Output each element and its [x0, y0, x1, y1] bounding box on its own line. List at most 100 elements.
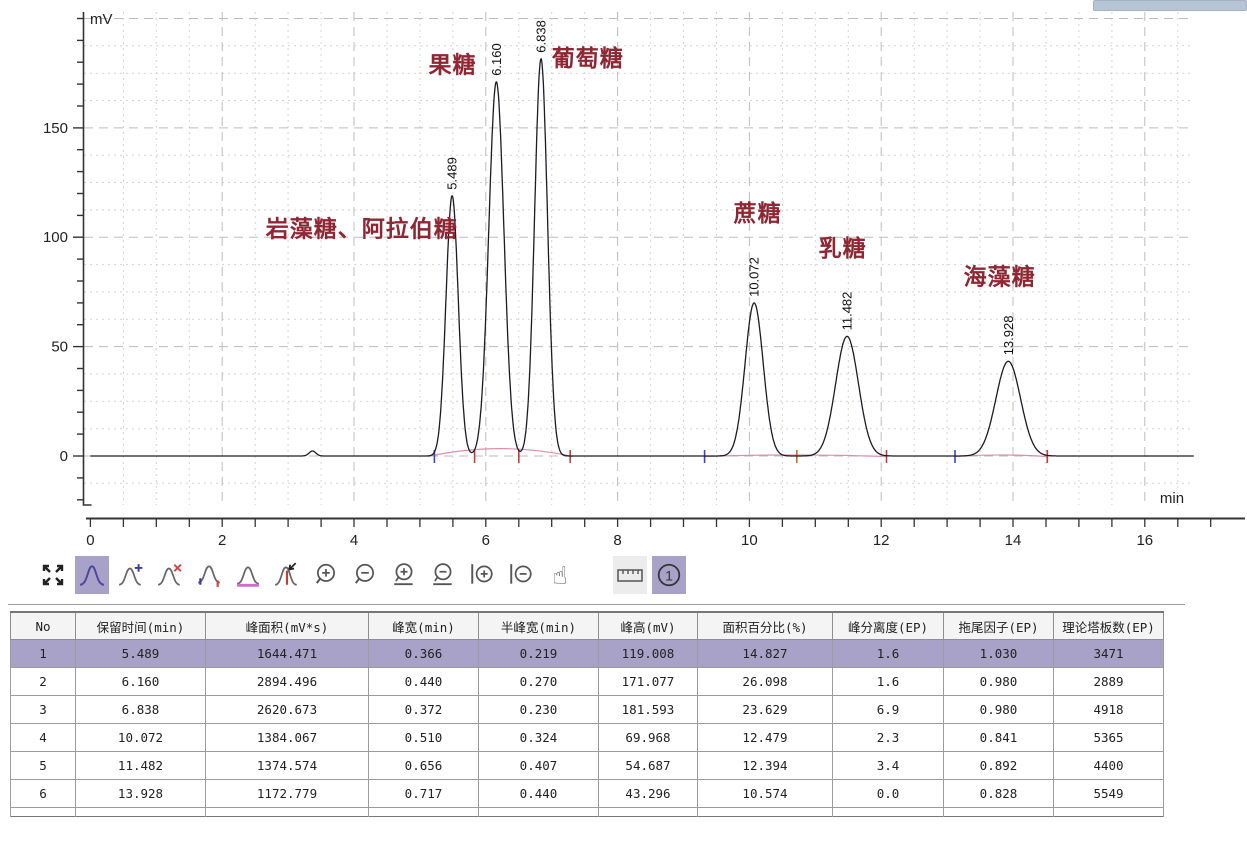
channel-number: 1 [665, 567, 673, 583]
chromatogram-trace [90, 58, 1194, 457]
pan-hand-button[interactable]: ☝ [543, 556, 577, 594]
x-tick-label: 8 [613, 532, 621, 549]
column-header[interactable]: 峰面积(mV*s) [205, 611, 369, 640]
retention-time-label: 6.160 [489, 43, 504, 76]
y-tick-label: 100 [43, 229, 68, 246]
table-cell: 6.838 [75, 695, 206, 724]
peak-table: No 保留时间(min) 峰面积(mV*s) 峰宽(min) 半峰宽(min) 峰高(mV… [10, 611, 1164, 817]
table-cell [943, 807, 1054, 817]
peak-annotation: 蔗糖 [733, 200, 782, 226]
column-header[interactable]: No [10, 611, 76, 640]
table-cell: 0.717 [368, 779, 479, 808]
table-row[interactable]: 6 13.928 1172.779 0.717 0.440 43.296 10.574 0.0… [10, 779, 1164, 808]
x-tick-label: 6 [482, 532, 490, 549]
table-cell: 0.828 [943, 779, 1054, 808]
table-cell: 1 [10, 639, 76, 668]
table-cell: 1374.574 [205, 751, 369, 780]
x-tick-label: 14 [1005, 532, 1022, 549]
chart-toolbar: ☝ 1 [36, 556, 686, 594]
table-cell: 3 [10, 695, 76, 724]
x-tick-label: 10 [741, 532, 758, 549]
column-header[interactable]: 面积百分比(%) [697, 611, 833, 640]
table-row[interactable]: 3 6.838 2620.673 0.372 0.230 181.593 23.629 6.9… [10, 695, 1164, 724]
peak-annotation: 海藻糖 [964, 264, 1036, 290]
table-cell: 23.629 [697, 695, 833, 724]
split-peak-button[interactable] [270, 556, 304, 594]
table-cell: 1.6 [832, 639, 944, 668]
table-cell: 171.077 [598, 667, 698, 696]
hand-icon: ☝ [552, 560, 568, 590]
table-cell: 2 [10, 667, 76, 696]
ruler-icon [617, 569, 643, 582]
table-cell [832, 807, 944, 817]
table-cell: 6.9 [832, 695, 944, 724]
baseline-icon [236, 566, 260, 587]
split-peak-icon [274, 562, 298, 586]
column-header[interactable]: 半峰宽(min) [478, 611, 599, 640]
table-cell [75, 807, 206, 817]
table-cell: 1.030 [943, 639, 1054, 668]
zoom-out-vertical-icon [433, 563, 452, 586]
peak-annotation: 果糖 [429, 51, 477, 77]
delete-peak-button[interactable] [153, 556, 187, 594]
zoom-in-vertical-button[interactable] [387, 556, 421, 594]
baseline-button[interactable] [231, 556, 265, 594]
table-cell: 3.4 [832, 751, 944, 780]
peak-annotation: 葡萄糖 [551, 45, 624, 71]
x-tick-label: 2 [218, 532, 226, 549]
table-cell: 11.482 [75, 751, 206, 780]
table-cell: 1384.067 [205, 723, 369, 752]
table-cell: 2.3 [832, 723, 944, 752]
column-header[interactable]: 峰高(mV) [598, 611, 698, 640]
chromatogram-svg[interactable]: 0 50 100 150 mV 0 2 4 6 8 10 12 14 16 min 5.489 6.160 6.8… [0, 0, 1247, 552]
column-header[interactable]: 保留时间(min) [75, 611, 206, 640]
table-cell: 2894.496 [205, 667, 369, 696]
x-tick-label: 16 [1136, 532, 1153, 549]
column-header[interactable]: 理论塔板数(EP) [1053, 611, 1164, 640]
table-cell: 12.479 [697, 723, 833, 752]
channel-1-icon: 1 [657, 563, 681, 587]
table-row[interactable]: 4 10.072 1384.067 0.510 0.324 69.968 12.479 2.3… [10, 723, 1164, 752]
x-tick-label: 4 [350, 532, 358, 549]
channel-1-button[interactable]: 1 [652, 556, 686, 594]
zoom-in-icon [316, 563, 335, 584]
peak-icon [79, 565, 105, 586]
y-tick-label: 150 [43, 120, 68, 137]
column-header[interactable]: 峰宽(min) [368, 611, 479, 640]
retention-time-label: 6.838 [534, 20, 549, 53]
table-row[interactable]: 5 11.482 1374.574 0.656 0.407 54.687 12.394 3.4… [10, 751, 1164, 780]
table-cell: 2889 [1053, 667, 1164, 696]
table-cell: 43.296 [598, 779, 698, 808]
panel-separator [8, 604, 1185, 608]
zoom-out-button[interactable] [348, 556, 382, 594]
zoom-out-vertical-button[interactable] [426, 556, 460, 594]
table-cell: 1172.779 [205, 779, 369, 808]
table-cell: 1.6 [832, 667, 944, 696]
column-header[interactable]: 峰分离度(EP) [832, 611, 944, 640]
column-header[interactable]: 拖尾因子(EP) [943, 611, 1054, 640]
table-row[interactable]: 2 6.160 2894.496 0.440 0.270 171.077 26.098 1.6… [10, 667, 1164, 696]
table-cell [697, 807, 833, 817]
fit-view-button[interactable] [36, 556, 70, 594]
add-peak-button[interactable] [114, 556, 148, 594]
peak-tool-button[interactable] [75, 556, 109, 594]
zoom-in-horizontal-button[interactable] [465, 556, 499, 594]
table-cell: 0.270 [478, 667, 599, 696]
table-cell: 2620.673 [205, 695, 369, 724]
table-cell: 26.098 [697, 667, 833, 696]
table-cell: 5 [10, 751, 76, 780]
ruler-button[interactable] [613, 556, 647, 594]
delete-peak-icon [157, 564, 182, 586]
table-cell: 0.440 [478, 779, 599, 808]
table-cell: 119.008 [598, 639, 698, 668]
zoom-in-button[interactable] [309, 556, 343, 594]
table-cell: 0.372 [368, 695, 479, 724]
chromatogram-plot[interactable]: 0 50 100 150 mV 0 2 4 6 8 10 12 14 16 min 5.489 6.160 6.8… [0, 0, 1247, 552]
table-row[interactable]: 1 5.489 1644.471 0.366 0.219 119.008 14.827 1.6… [10, 639, 1164, 668]
peak-bounds-button[interactable] [192, 556, 226, 594]
retention-time-label: 10.072 [747, 257, 762, 297]
table-cell [368, 807, 479, 817]
zoom-out-horizontal-button[interactable] [504, 556, 538, 594]
table-cell: 14.827 [697, 639, 833, 668]
